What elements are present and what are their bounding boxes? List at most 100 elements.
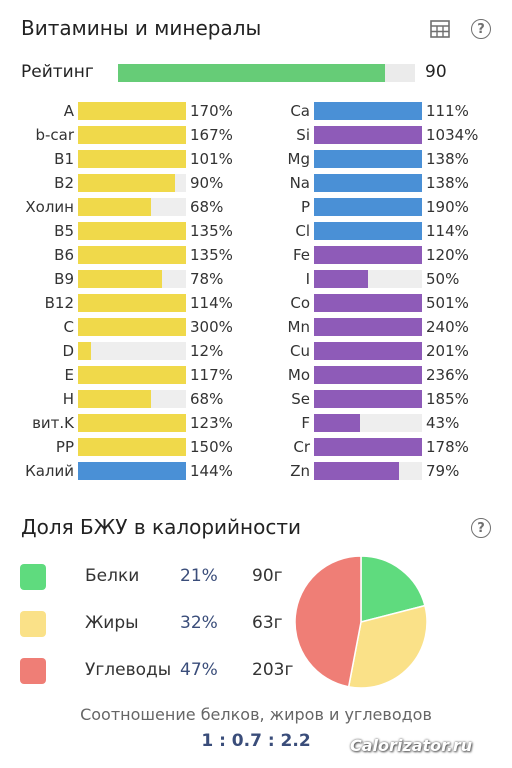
nutrient-percent: 138% [426,174,469,192]
nutrient-percent: 170% [190,102,233,120]
nutrient-percent: 101% [190,150,233,168]
nutrient-label: B5 [54,222,74,240]
nutrient-label: F [301,414,310,432]
nutrient-bar [78,390,186,408]
nutrient-bar [314,102,422,120]
nutrient-bar-fill [314,150,422,168]
nutrient-label: D [62,342,74,360]
nutrient-percent: 300% [190,318,233,336]
nutrient-bar-fill [314,318,422,336]
nutrient-bar [78,438,186,456]
nutrient-bar-fill [314,198,422,216]
nutrient-bar-fill [314,438,422,456]
nutrient-bar [78,222,186,240]
nutrient-bar-fill [78,438,186,456]
nutrient-label: B9 [54,270,74,288]
nutrient-label: B12 [44,294,74,312]
nutrient-percent: 111% [426,102,469,120]
table-icon[interactable] [430,20,450,42]
nutrient-label: P [300,198,310,216]
nutrient-percent: 43% [426,414,460,432]
nutrient-bar-fill [78,198,152,216]
nutrient-percent: 135% [190,222,233,240]
legend-percent: 21% [180,566,218,586]
nutrient-percent: 135% [190,246,233,264]
nutrient-bar-fill [78,150,186,168]
nutrient-bar-fill [78,174,176,192]
nutrient-percent: 12% [190,342,224,360]
help-icon[interactable]: ? [471,19,491,39]
bju-pie-chart [294,555,428,689]
nutrient-label: Cr [293,438,310,456]
nutrient-bar [78,150,186,168]
nutrient-bar-fill [78,294,186,312]
nutrient-bar-fill [314,222,422,240]
nutrient-bar-fill [314,390,422,408]
pie-slice [294,555,362,688]
nutrient-percent: 240% [426,318,469,336]
nutrient-bar [78,246,186,264]
nutrient-percent: 150% [190,438,233,456]
vitamins-section-title: Витамины и минералы [21,16,262,40]
nutrient-bar [78,414,186,432]
nutrient-bar [78,102,186,120]
pie-slice [360,555,426,623]
legend-percent: 32% [180,613,218,633]
nutrient-bar-fill [78,126,186,144]
nutrient-label: Na [289,174,310,192]
nutrient-label: Mg [287,150,310,168]
nutrient-label: Fe [292,246,310,264]
nutrient-bar-fill [78,414,186,432]
legend-grams: 63г [252,613,283,633]
nutrient-bar [78,366,186,384]
nutrient-label: Mn [287,318,310,336]
nutrient-bar-fill [78,246,186,264]
nutrient-label: Se [291,390,310,408]
ratio-caption: Соотношение белков, жиров и углеводов [80,705,432,724]
pie-slice [347,604,428,689]
nutrient-bar [78,342,186,360]
nutrient-bar-fill [78,462,186,480]
nutrient-bar [78,198,186,216]
nutrient-bar-fill [314,126,422,144]
nutrient-percent: 185% [426,390,469,408]
legend-name: Углеводы [85,660,172,680]
nutrient-label: H [62,390,74,408]
nutrient-bar-fill [78,270,163,288]
nutrient-percent: 78% [190,270,224,288]
legend-swatch [20,611,46,637]
nutrient-percent: 50% [426,270,460,288]
nutrient-percent: 68% [190,390,224,408]
legend-row: Углеводы 47% 203г [20,658,300,684]
legend-row: Жиры 32% 63г [20,611,300,637]
nutrient-percent: 123% [190,414,233,432]
ratio-value: 1 : 0.7 : 2.2 [201,731,311,751]
nutrient-percent: 167% [190,126,233,144]
nutrient-bar [314,150,422,168]
nutrient-bar [78,318,186,336]
rating-bar [118,64,415,82]
nutrient-label: Zn [290,462,310,480]
nutrient-bar [314,294,422,312]
nutrient-bar [314,438,422,456]
nutrient-bar [78,462,186,480]
help-icon[interactable]: ? [471,518,491,538]
nutrient-label: B6 [54,246,74,264]
nutrient-label: Co [290,294,310,312]
nutrient-bar-fill [78,222,186,240]
nutrient-label: Холин [25,198,74,216]
legend-percent: 47% [180,660,218,680]
nutrient-bar-fill [314,414,361,432]
nutrient-percent: 190% [426,198,469,216]
nutrient-percent: 138% [426,150,469,168]
nutrient-bar [78,174,186,192]
nutrient-bar [78,294,186,312]
nutrient-bar-fill [314,270,368,288]
nutrient-bar-fill [78,318,186,336]
rating-label: Рейтинг [21,62,94,82]
nutrient-percent: 120% [426,246,469,264]
nutrient-bar [314,462,422,480]
legend-swatch [20,564,46,590]
nutrient-bar [314,366,422,384]
nutrient-bar [314,222,422,240]
